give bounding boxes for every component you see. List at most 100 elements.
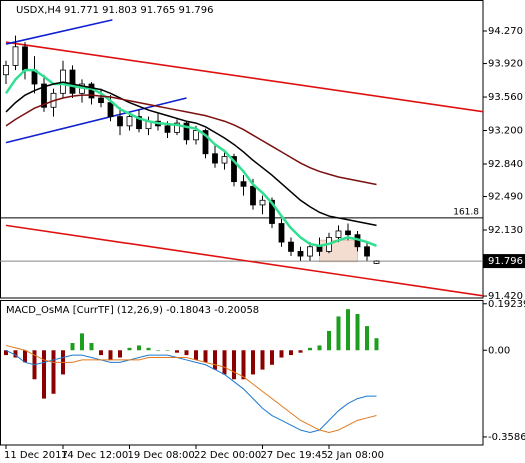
histogram-bar xyxy=(298,350,303,353)
histogram-bar xyxy=(118,350,122,358)
trendline xyxy=(5,224,483,297)
candle-body xyxy=(126,116,133,127)
histogram-bar xyxy=(127,347,132,351)
histogram-bar xyxy=(194,350,198,360)
histogram-bar xyxy=(89,343,94,351)
trendline xyxy=(5,19,113,45)
candle-body xyxy=(316,246,323,252)
main-panel xyxy=(0,0,484,299)
main-plot xyxy=(0,19,483,297)
candle-body xyxy=(69,69,76,94)
histogram-bar xyxy=(213,350,217,370)
histogram-bar xyxy=(222,350,227,375)
candle-body xyxy=(212,153,218,164)
candle-body xyxy=(193,130,199,141)
candle-body xyxy=(269,199,275,224)
macd-title: MACD_OsMA [CurrTF] (12,26,9) -0.18043 -0… xyxy=(6,305,259,316)
candle-body xyxy=(345,230,351,236)
candle-body xyxy=(364,246,370,257)
histogram-bar xyxy=(108,350,113,360)
candle-body xyxy=(373,260,380,264)
moving-average xyxy=(5,81,377,227)
candle-body xyxy=(136,116,142,130)
y-tick-label: 91.420 xyxy=(488,291,523,302)
x-tick-label: 22 Dec 00:00 xyxy=(194,450,261,461)
y-tick-label: 94.270 xyxy=(488,26,523,37)
x-tick-label: 27 Dec 19:45 xyxy=(261,450,328,461)
histogram-bar xyxy=(23,350,27,363)
histogram-bar xyxy=(80,333,84,351)
candle-body xyxy=(164,125,171,133)
macd-panel xyxy=(0,300,484,446)
fib-level-label: 161.8 xyxy=(453,207,479,217)
candle-body xyxy=(231,156,237,183)
candle-body xyxy=(335,230,342,238)
candle-body xyxy=(240,181,247,187)
x-tick-label: 11 Dec 2017 xyxy=(4,450,68,461)
y-tick-label: 93.920 xyxy=(488,59,523,70)
moving-average xyxy=(5,94,377,186)
histogram-bar xyxy=(241,350,246,380)
ohlc-label: 91.771 91.803 91.765 91.796 xyxy=(64,5,214,16)
histogram-bar xyxy=(317,345,322,351)
overlay: 94.270 93.920 93.560 93.200 92.840 92.490 92.1… xyxy=(4,26,525,461)
candle-body xyxy=(259,199,266,206)
trendline xyxy=(5,41,483,113)
histogram-bar xyxy=(232,350,236,380)
x-tick-label: 2 Jan 08:00 xyxy=(327,450,384,461)
histogram-bar xyxy=(4,350,8,356)
candle-body xyxy=(174,122,180,133)
y-tick-label: 0.00 xyxy=(488,345,510,356)
histogram-bar xyxy=(146,347,151,351)
chart-title: USDX,H4 xyxy=(16,5,61,16)
candle-body xyxy=(221,156,228,164)
histogram-bar xyxy=(260,350,265,370)
y-tick-label: 92.490 xyxy=(488,192,523,203)
y-tick-label: -0.35866 xyxy=(488,432,525,443)
macd-line xyxy=(5,349,377,433)
histogram-bar xyxy=(346,309,350,351)
macd-plot xyxy=(4,309,379,433)
candle-body xyxy=(202,130,209,155)
candle-body xyxy=(107,102,114,117)
candle-body xyxy=(278,223,285,243)
candle-body xyxy=(12,46,19,66)
histogram-bar xyxy=(365,326,369,351)
candle-body xyxy=(3,65,9,76)
macd-line xyxy=(5,344,377,433)
last-price-label: 91.796 xyxy=(488,256,523,267)
histogram-bar xyxy=(374,338,379,351)
histogram-bar xyxy=(355,314,360,351)
y-tick-label: 93.200 xyxy=(488,126,523,137)
candle-body xyxy=(288,241,294,252)
y-tick-label: 92.130 xyxy=(488,225,523,236)
y-tick-label: 92.840 xyxy=(488,159,523,170)
histogram-bar xyxy=(51,350,56,394)
moving-average xyxy=(4,68,377,248)
last-price-box xyxy=(483,254,525,269)
histogram-bar xyxy=(270,350,274,365)
histogram-bar xyxy=(251,350,255,375)
histogram-bar xyxy=(279,350,284,358)
candle-body xyxy=(307,246,313,257)
candle-body xyxy=(183,122,190,141)
candle-body xyxy=(41,83,47,108)
histogram-bar xyxy=(156,350,160,351)
histogram-bar xyxy=(70,343,75,351)
histogram-bar xyxy=(165,350,170,351)
histogram-bar xyxy=(137,345,141,351)
candle-body xyxy=(250,185,256,206)
y-tick-label: 0.19239 xyxy=(488,299,525,310)
histogram-bar xyxy=(13,350,18,358)
histogram-bar xyxy=(184,350,189,356)
histogram-bar xyxy=(175,350,179,353)
candle-body xyxy=(22,46,28,71)
candle-body xyxy=(117,116,123,127)
histogram-bar xyxy=(327,330,331,351)
histogram-bar xyxy=(99,350,103,356)
histogram-bar xyxy=(336,316,341,351)
histogram-bar xyxy=(203,350,208,363)
candle-body xyxy=(297,251,304,257)
